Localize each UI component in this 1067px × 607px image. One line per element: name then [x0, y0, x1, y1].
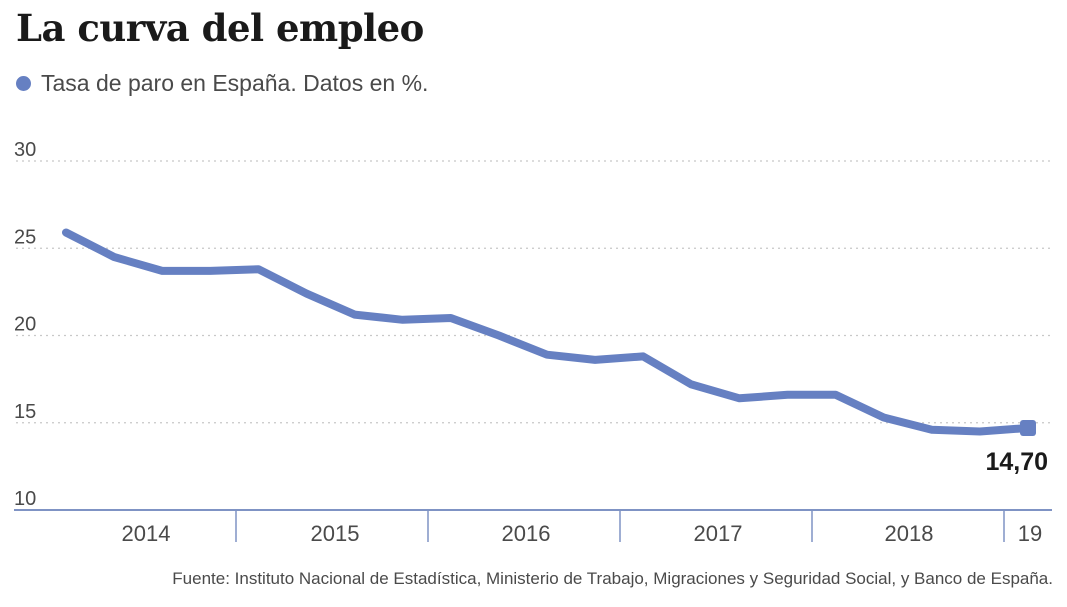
y-tick-label: 20: [14, 314, 36, 336]
data-point: [110, 253, 118, 261]
data-point: [158, 267, 166, 275]
data-point: [254, 265, 262, 273]
data-point: [495, 332, 503, 339]
data-point: [976, 427, 984, 435]
data-point: [303, 290, 310, 298]
data-point: [639, 352, 647, 360]
data-point: [447, 314, 455, 322]
value-annotation: 14,70: [985, 448, 1048, 476]
end-marker: [1020, 419, 1036, 436]
legend-label: Tasa de paro en España. Datos en %.: [41, 70, 429, 96]
y-tick-label: 30: [14, 139, 36, 161]
x-tick-label: 2015: [311, 521, 360, 546]
data-point: [206, 267, 214, 275]
x-tick-label: 2018: [885, 521, 934, 546]
data-point: [928, 426, 936, 434]
y-tick-label: 15: [14, 401, 36, 423]
data-point: [62, 229, 70, 237]
data-point: [735, 394, 743, 402]
data-point: [784, 391, 791, 399]
x-tick-label: 2016: [502, 521, 551, 546]
data-point: [687, 380, 695, 388]
data-point: [880, 414, 888, 422]
data-point: [399, 316, 407, 324]
y-tick-label: 10: [14, 488, 36, 510]
data-point: [591, 356, 599, 364]
y-tick-label: 25: [14, 226, 36, 248]
source-note: Fuente: Instituto Nacional de Estadístic…: [172, 569, 1053, 588]
data-point: [543, 351, 551, 359]
x-tick-label: 19: [1018, 521, 1042, 546]
data-point: [351, 311, 359, 319]
data-point: [832, 391, 840, 399]
line-chart: 10 15 20 25 30 2014 2015 2016 2017 2018 19 14,70: [14, 139, 1052, 546]
x-tick-label: 2014: [122, 521, 171, 546]
x-tick-label: 2017: [694, 521, 743, 546]
legend: Tasa de paro en España. Datos en %.: [16, 70, 428, 97]
chart-title: La curva del empleo: [16, 6, 424, 50]
legend-marker-icon: [16, 76, 31, 91]
series-line: [62, 228, 1032, 436]
